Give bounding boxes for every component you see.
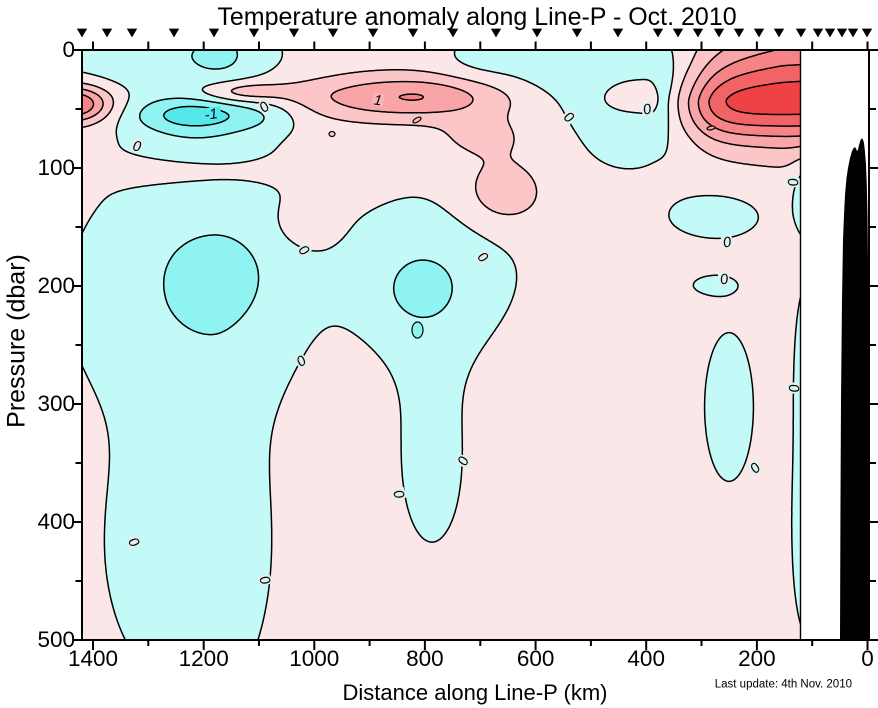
svg-text:100: 100: [37, 155, 75, 180]
svg-text:1400: 1400: [68, 646, 118, 671]
svg-text:0: 0: [722, 234, 733, 251]
svg-text:300: 300: [37, 391, 75, 416]
svg-text:400: 400: [37, 509, 75, 534]
svg-text:Pressure (dbar): Pressure (dbar): [3, 254, 31, 428]
svg-text:0: 0: [785, 383, 802, 393]
svg-text:1200: 1200: [179, 646, 229, 671]
svg-text:400: 400: [627, 646, 665, 671]
svg-text:Temperature anomaly along Line: Temperature anomaly along Line-P - Oct. …: [217, 3, 736, 31]
svg-text:0: 0: [131, 138, 142, 155]
svg-text:Last update: 4th Nov. 2010: Last update: 4th Nov. 2010: [715, 679, 852, 691]
svg-text:0: 0: [642, 101, 653, 118]
svg-text:1000: 1000: [289, 646, 339, 671]
svg-text:200: 200: [738, 646, 776, 671]
svg-text:0: 0: [783, 177, 800, 188]
svg-text:0: 0: [719, 272, 729, 289]
svg-text:Distance along Line-P (km): Distance along Line-P (km): [343, 680, 608, 705]
svg-text:800: 800: [406, 646, 444, 671]
svg-text:0: 0: [62, 37, 75, 62]
svg-text:500: 500: [37, 627, 75, 652]
svg-text:200: 200: [37, 273, 75, 298]
svg-text:0: 0: [861, 646, 874, 671]
svg-text:-1: -1: [204, 106, 219, 124]
svg-text:600: 600: [517, 646, 555, 671]
svg-text:1: 1: [373, 93, 383, 110]
